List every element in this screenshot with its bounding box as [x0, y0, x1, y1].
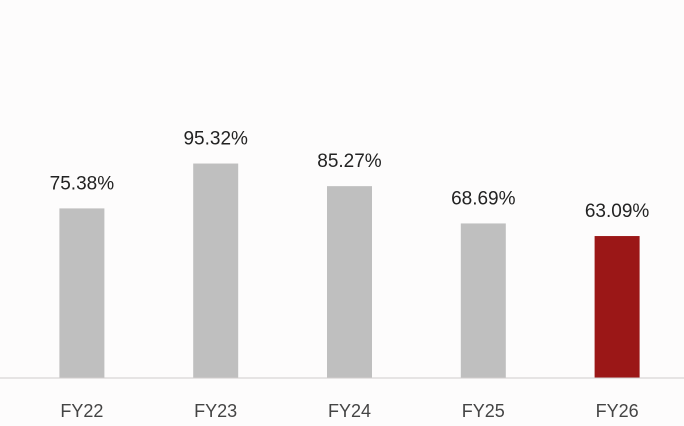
bar: [59, 208, 105, 378]
value-label: 63.09%: [585, 201, 650, 222]
x-tick-label: FY25: [462, 401, 505, 421]
value-label: 68.69%: [451, 188, 516, 209]
x-tick-label: FY26: [596, 401, 639, 421]
bar: [193, 163, 239, 378]
bar: [327, 186, 372, 378]
bar: [594, 236, 640, 378]
bar: [460, 223, 506, 378]
x-tick-label: FY23: [194, 401, 237, 421]
value-label: 85.27%: [317, 151, 382, 172]
x-tick-label: FY22: [60, 401, 103, 421]
value-label: 75.38%: [50, 173, 115, 194]
value-label: 95.32%: [183, 129, 248, 150]
x-tick-label: FY24: [328, 401, 371, 421]
